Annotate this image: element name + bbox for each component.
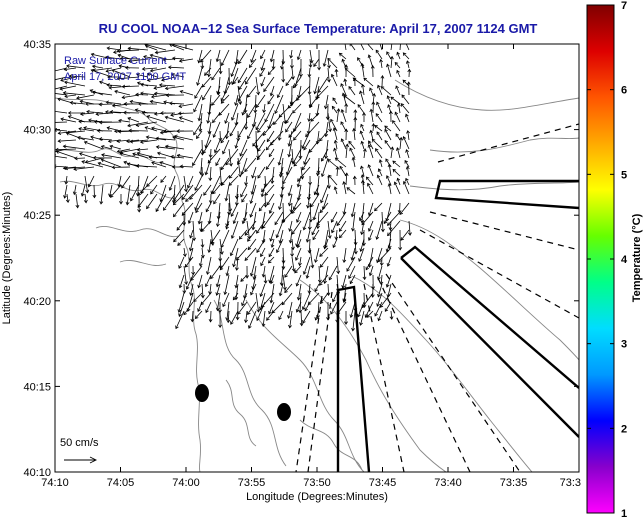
- colorbar-tick-label: 1: [621, 508, 627, 518]
- colorbar-label: Temperature (°C): [631, 213, 643, 302]
- map-plot-area: Raw Surface Current April 17, 2007 1100 …: [54, 43, 580, 473]
- colorbar-tick-label: 5: [621, 169, 627, 181]
- surface-current-vectors: [55, 44, 412, 332]
- coastline-contours: [55, 79, 579, 472]
- colorbar-tick-label: 2: [621, 423, 627, 435]
- colorbar-gradient: [586, 4, 615, 514]
- y-axis-label: Latitude (Degrees:Minutes): [1, 192, 13, 325]
- colorbar: 7 6 5 4 3 2 1 Temperature (°C): [586, 0, 643, 518]
- y-tick-label: 40:30: [23, 125, 51, 137]
- x-tick-label: 73:50: [303, 477, 331, 489]
- zone-outlines: [336, 179, 579, 472]
- vector-legend-line2: April 17, 2007 1100 GMT: [64, 71, 186, 83]
- y-tick-label: 40:25: [23, 210, 51, 222]
- colorbar-tick-label: 3: [621, 339, 627, 351]
- zone-lane-southeast: [400, 245, 579, 438]
- zone-lane-north: [434, 179, 579, 210]
- x-tick-label: 73:45: [369, 477, 397, 489]
- colorbar-tick-label: 7: [621, 0, 627, 12]
- y-tick-label: 40:20: [23, 296, 51, 308]
- x-tick-label: 74:10: [41, 477, 69, 489]
- station-marker-a: [195, 384, 209, 402]
- figure-title: RU COOL NOAA−12 Sea Surface Temperature:…: [99, 21, 538, 36]
- x-tick-label: 73:35: [500, 477, 528, 489]
- x-axis: 74:10 74:05 74:00 73:55 73:50 73:45 73:40 73:35…: [41, 44, 581, 489]
- scale-arrow: [64, 456, 98, 464]
- x-tick-label: 74:00: [172, 477, 200, 489]
- y-tick-label: 40:15: [23, 381, 51, 393]
- x-axis-label: Longitude (Degrees:Minutes): [246, 491, 388, 503]
- scale-bar-label: 50 cm/s: [60, 437, 99, 449]
- vector-legend-line1: Raw Surface Current: [64, 55, 167, 67]
- zone-dashed-lines: [295, 123, 579, 472]
- x-tick-label: 73:3: [560, 477, 581, 489]
- x-tick-label: 73:40: [434, 477, 462, 489]
- x-tick-label: 73:55: [238, 477, 266, 489]
- zone-lane-south: [336, 285, 371, 472]
- y-tick-label: 40:35: [23, 39, 51, 51]
- x-tick-label: 74:05: [107, 477, 135, 489]
- colorbar-tick-label: 4: [621, 254, 628, 266]
- y-tick-label: 40:10: [23, 467, 51, 479]
- station-marker-b: [277, 403, 291, 421]
- y-axis: 40:35 40:30 40:25 40:20 40:15 40:10: [23, 39, 579, 479]
- colorbar-tick-label: 6: [621, 85, 627, 97]
